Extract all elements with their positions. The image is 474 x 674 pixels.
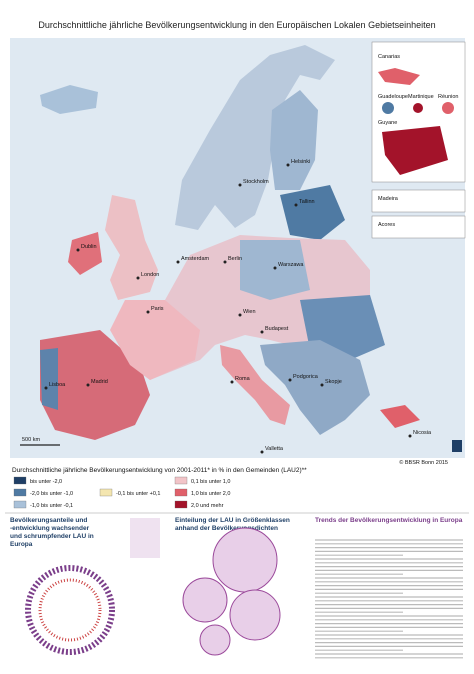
map — [10, 38, 466, 458]
city-label: Wien — [243, 309, 256, 315]
legend-title: Durchschnittliche jährliche Bevölkerungs… — [12, 467, 307, 474]
bubble — [182, 577, 228, 623]
legend-swatch — [13, 500, 27, 509]
dynamic: Helsinki Stockholm Tallinn Dublin London Amst… — [10, 54, 463, 548]
logo — [452, 440, 462, 452]
inset-martinique — [413, 103, 423, 113]
inset-guadeloupe — [382, 102, 394, 114]
city-dot — [146, 310, 150, 314]
bar-panel — [130, 518, 160, 558]
scandinavia — [175, 45, 335, 230]
iberia — [40, 330, 150, 440]
bubble — [229, 589, 281, 641]
city-dot — [86, 383, 90, 387]
city-dot — [320, 383, 324, 387]
inset-reunion — [442, 102, 454, 114]
city-label: Berlin — [228, 256, 242, 262]
city-label: Helsinki — [291, 159, 310, 165]
iceland — [40, 85, 98, 114]
inset-label: Guadeloupe — [378, 94, 408, 100]
city-label: Podgorica — [293, 374, 319, 380]
city-label: Valletta — [265, 446, 284, 452]
city-dot — [238, 313, 242, 317]
chart-middle — [182, 527, 281, 656]
city-label: Nicosia — [413, 430, 432, 436]
cyprus — [380, 405, 420, 428]
scale-label: 500 km — [22, 437, 40, 443]
section-title: Einteilung der LAU in Größenklassen anhan… — [175, 517, 290, 532]
city-dot — [223, 260, 227, 264]
city-label: Budapest — [265, 326, 289, 332]
city-dot — [408, 434, 412, 438]
city-label: Amsterdam — [181, 256, 210, 262]
legend-swatch — [174, 488, 188, 497]
legend-swatch — [174, 476, 188, 485]
city-label: Dublin — [81, 244, 97, 250]
city-label: Tallinn — [299, 199, 315, 205]
legend-swatch — [13, 476, 27, 485]
finland — [270, 90, 318, 190]
title: Durchschnittliche jährliche Bevölkerungs… — [38, 20, 435, 30]
inset-acores-frame — [371, 215, 466, 239]
radial-chart — [25, 565, 115, 655]
city-label: Madrid — [91, 379, 108, 385]
radial-inner — [38, 578, 102, 642]
inset-label: Martinique — [408, 94, 434, 100]
body-text — [315, 539, 463, 659]
section-title: Bevölkerungsanteile und -entwicklung wach… — [10, 517, 94, 548]
city-dot — [136, 276, 140, 280]
legend-swatch — [174, 500, 188, 509]
legend-label: 0,1 bis unter 1,0 — [191, 479, 230, 485]
city-label: Stockholm — [243, 179, 269, 185]
inset-guyane — [382, 126, 448, 175]
legend-swatch — [99, 488, 113, 497]
city-label: London — [141, 272, 159, 278]
city-dot — [260, 330, 264, 334]
city-label: Roma — [235, 376, 251, 382]
city-dot — [260, 450, 264, 454]
city-label: Skopje — [325, 379, 342, 385]
city-dot — [238, 183, 242, 187]
city-dot — [176, 260, 180, 264]
great-britain — [105, 195, 158, 300]
section-title: Trends der Bevölkerungsentwicklung in Eu… — [315, 517, 463, 524]
inset-label: Madeira — [378, 196, 399, 202]
city-dot — [294, 203, 298, 207]
france — [110, 300, 200, 380]
inset-label: Réunion — [438, 94, 459, 100]
city-label: Paris — [151, 306, 164, 312]
chart-left — [25, 518, 160, 655]
inset-label: Guyane — [378, 120, 397, 126]
ireland — [68, 232, 102, 275]
inset-label: Canarias — [378, 54, 400, 60]
city-dot — [230, 380, 234, 384]
baltics — [280, 185, 345, 240]
city-dot — [76, 248, 80, 252]
city-dot — [273, 266, 277, 270]
legend-label: -0,1 bis unter +0,1 — [116, 491, 161, 497]
legend-label: -1,0 bis unter -0,1 — [30, 503, 73, 509]
city-dot — [288, 378, 292, 382]
city-dot — [286, 163, 290, 167]
portugal — [40, 348, 58, 410]
city-label: Warszawa — [278, 262, 304, 268]
legend-label: 1,0 bis unter 2,0 — [191, 491, 230, 497]
legend-label: bis unter -2,0 — [30, 479, 62, 485]
bubble — [199, 624, 231, 656]
city-dot — [44, 386, 48, 390]
inset-canarias — [378, 68, 420, 85]
legend-label: 2,0 und mehr — [191, 503, 224, 509]
inset-madeira-frame — [371, 189, 466, 213]
italy — [220, 345, 290, 425]
inset-label: Acores — [378, 222, 395, 228]
poland — [240, 240, 310, 300]
credit: © BBSR Bonn 2015 — [399, 459, 448, 466]
balkans — [260, 340, 370, 435]
legend-swatch — [13, 488, 27, 497]
bubble — [212, 527, 278, 593]
legend-label: -2,0 bis unter -1,0 — [30, 491, 73, 497]
city-label: Lisboa — [49, 382, 66, 388]
